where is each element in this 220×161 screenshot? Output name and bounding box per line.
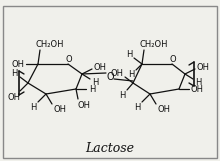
Text: H: H [126,49,132,58]
Text: OH: OH [191,85,204,94]
Text: H: H [89,85,95,94]
Text: OH: OH [11,60,24,68]
Text: H: H [30,104,36,113]
Text: OH: OH [110,68,123,77]
Text: OH: OH [53,105,66,114]
Text: O: O [106,72,114,82]
Text: OH: OH [77,101,90,110]
Text: H: H [92,77,98,86]
FancyBboxPatch shape [3,6,217,158]
Text: H: H [134,104,140,113]
Text: H: H [11,68,17,77]
Text: CH₂OH: CH₂OH [140,39,168,48]
Text: OH: OH [196,62,209,71]
Text: H: H [195,77,201,86]
Text: H: H [119,90,125,99]
Text: OH: OH [94,62,106,71]
Text: O: O [66,55,72,63]
Text: O: O [170,55,176,63]
Text: Lactose: Lactose [86,142,134,155]
Text: OH: OH [7,93,20,101]
Text: H: H [128,70,134,79]
Text: OH: OH [158,105,170,114]
Text: CH₂OH: CH₂OH [36,39,64,48]
